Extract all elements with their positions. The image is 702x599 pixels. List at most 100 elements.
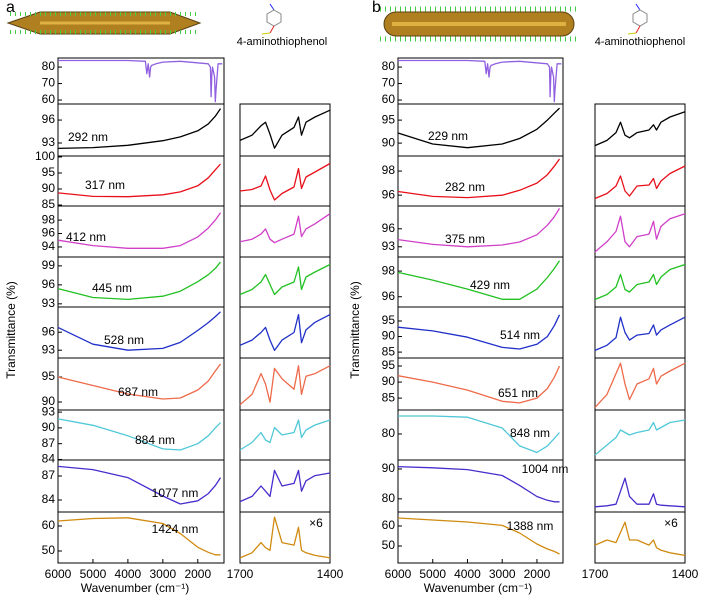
- panel-frame: [594, 256, 686, 308]
- x-tick-label: 1700: [582, 567, 609, 581]
- annotation: 429 nm: [470, 278, 510, 292]
- molecule-icon-b: [627, 3, 648, 35]
- spectrum: [594, 111, 686, 147]
- annotation: 445 nm: [92, 281, 132, 295]
- y-tick-label: 90: [42, 420, 56, 434]
- spectrum: [239, 213, 331, 244]
- y-tick-label: 70: [382, 76, 396, 90]
- annotation: 1388 nm: [507, 519, 554, 533]
- panel-frame: [397, 511, 564, 564]
- y-tick-label: 90: [382, 329, 396, 343]
- y-tick-label: 93: [42, 135, 56, 149]
- spectrum: [397, 365, 561, 404]
- nanorod-b: [380, 6, 578, 42]
- annotation: 1077 nm: [152, 486, 199, 500]
- panel-frame: [57, 511, 225, 564]
- y-tick-label: 96: [382, 289, 396, 303]
- y-tick-label: 93: [42, 342, 56, 356]
- x-axis-title: Wavenumber (cm⁻¹): [81, 581, 190, 595]
- spectrum: [397, 158, 561, 199]
- y-tick-label: 80: [382, 491, 396, 505]
- spectrum: [398, 59, 562, 103]
- spectrum: [594, 419, 686, 456]
- spectrum: [397, 107, 560, 149]
- panel-frame: [594, 155, 686, 207]
- spectrum: [57, 261, 222, 301]
- spectrum: [594, 521, 686, 557]
- spectrum: [397, 208, 561, 248]
- panel-frame: [239, 357, 331, 411]
- y-tick-label: 93: [42, 296, 56, 310]
- panel-frame: [239, 306, 331, 359]
- spectrum: [239, 109, 331, 149]
- spectrum: [57, 418, 221, 451]
- spectrum: [397, 314, 561, 350]
- annotation: 282 nm: [445, 180, 485, 194]
- y-tick-label: 85: [382, 344, 396, 358]
- y-tick-label: 98: [42, 212, 56, 226]
- spectrum: [239, 516, 331, 559]
- spectrum: [239, 263, 331, 296]
- x-tick-label: 1400: [672, 567, 699, 581]
- spectrum: [239, 419, 331, 451]
- annotation: 528 nm: [104, 333, 144, 347]
- y-axis-title: Transmittance (%): [4, 281, 18, 379]
- panel-frame: [239, 256, 331, 308]
- x-tick-label: 6000: [385, 567, 412, 581]
- panel-frame: [57, 155, 225, 207]
- y-tick-label: 80: [382, 426, 396, 440]
- spectrum: [397, 465, 560, 503]
- panel-frame: [594, 357, 686, 411]
- panel-frame: [239, 205, 331, 258]
- annotation: 375 nm: [445, 232, 485, 246]
- annotation: 884 nm: [135, 433, 175, 447]
- y-tick-label: 95: [382, 112, 396, 126]
- annotation: 848 nm: [510, 426, 550, 440]
- panel-frame: [397, 357, 564, 411]
- spectrum: [57, 363, 222, 400]
- y-tick-label: 94: [42, 239, 56, 253]
- x-tick-label: 4000: [115, 567, 142, 581]
- panel-frame: [594, 205, 686, 258]
- y-tick-label: 50: [42, 543, 56, 557]
- annotation: 412 nm: [66, 230, 106, 244]
- spectrum: [594, 477, 686, 508]
- y-tick-label: 96: [42, 277, 56, 291]
- y-tick-label: 95: [382, 313, 396, 327]
- y-tick-label: 85: [42, 197, 56, 211]
- y-tick-label: 93: [382, 239, 396, 253]
- spectrum: [594, 263, 686, 301]
- spectrum: [239, 162, 331, 201]
- panel-frame: [239, 103, 331, 157]
- y-axis-title: Transmittance (%): [348, 281, 362, 379]
- y-tick-label: 96: [382, 187, 396, 201]
- panel-frame: [57, 57, 225, 105]
- y-tick-label: 84: [42, 452, 56, 466]
- molecule-label: 4-aminothiophenol: [595, 36, 686, 48]
- panel-frame: [239, 155, 331, 207]
- y-tick-label: 90: [382, 135, 396, 149]
- spectrum: [239, 313, 331, 352]
- y-tick-label: 85: [382, 390, 396, 404]
- y-tick-label: 98: [382, 163, 396, 177]
- y-tick-label: 98: [382, 263, 396, 277]
- x-axis-title: Wavenumber (cm⁻¹): [424, 581, 533, 595]
- spectrum: [594, 213, 686, 253]
- panel-frame: [57, 459, 225, 513]
- spectrum: [57, 108, 222, 150]
- spectrum: [58, 59, 223, 103]
- nanorod-a: [6, 11, 202, 35]
- x-tick-label: 3000: [149, 567, 176, 581]
- y-tick-label: 96: [42, 226, 56, 240]
- spectrum: [594, 316, 686, 351]
- x-tick-label: 2000: [184, 567, 211, 581]
- spectrum: [594, 362, 686, 408]
- y-tick-label: 50: [382, 538, 396, 552]
- molecule-label: 4-aminothiophenol: [237, 36, 328, 48]
- spectrum: [397, 517, 560, 555]
- y-tick-label: 70: [42, 76, 56, 90]
- x-tick-label: 1700: [227, 567, 254, 581]
- panel-frame: [594, 306, 686, 359]
- y-tick-label: 90: [382, 374, 396, 388]
